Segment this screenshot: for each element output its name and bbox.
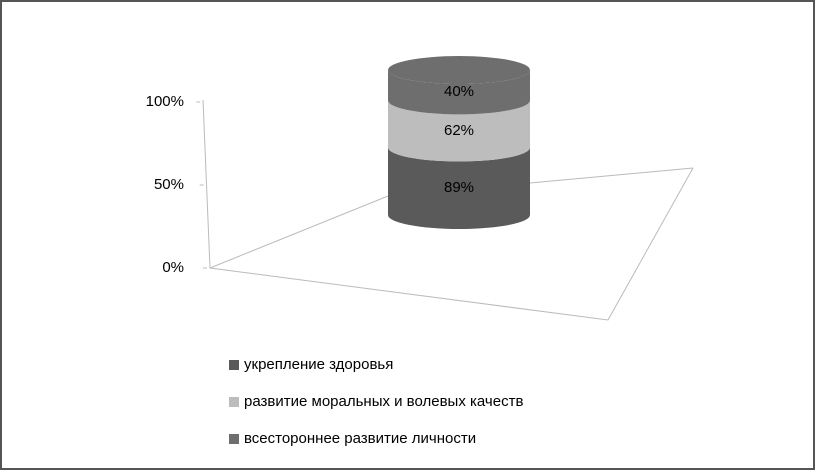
legend-swatch bbox=[229, 360, 239, 370]
cylinder-top bbox=[388, 56, 530, 84]
legend-label: укрепление здоровья bbox=[244, 356, 393, 373]
cylinder-segment bbox=[388, 70, 530, 115]
data-label: 62% bbox=[444, 122, 474, 139]
axis-wall bbox=[202, 99, 694, 321]
data-label: 89% bbox=[444, 179, 474, 196]
y-tick-label: 0% bbox=[162, 259, 184, 276]
legend-swatch bbox=[229, 397, 239, 407]
cylinder-segment bbox=[388, 100, 530, 162]
y-tick-label: 50% bbox=[154, 176, 184, 193]
legend-label: развитие моральных и волевых качеств bbox=[244, 393, 523, 410]
data-label: 40% bbox=[444, 83, 474, 100]
floor-edge bbox=[529, 167, 694, 184]
cylinder-segment bbox=[388, 147, 530, 229]
floor-edge bbox=[209, 195, 389, 269]
legend-label: всестороннее развитие личности bbox=[244, 430, 476, 447]
legend-swatch bbox=[229, 434, 239, 444]
y-tick-label: 100% bbox=[146, 93, 184, 110]
